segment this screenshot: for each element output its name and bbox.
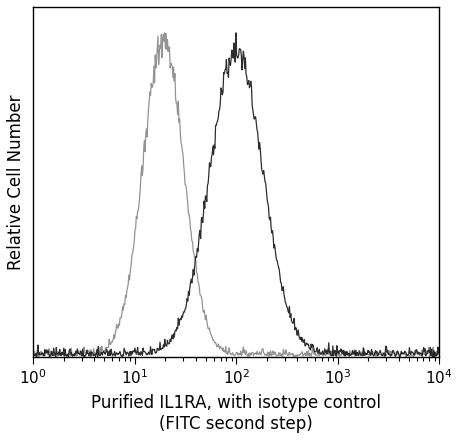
X-axis label: Purified IL1RA, with isotype control
(FITC second step): Purified IL1RA, with isotype control (FI…: [91, 394, 381, 433]
Y-axis label: Relative Cell Number: Relative Cell Number: [7, 94, 25, 270]
